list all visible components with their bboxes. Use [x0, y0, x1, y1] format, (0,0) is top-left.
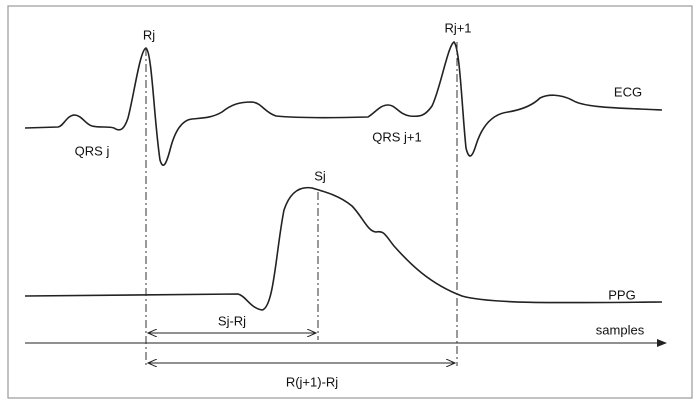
- label: QRS j: [75, 143, 110, 158]
- label: R(j+1)-Rj: [286, 374, 338, 389]
- ppg-curve: [25, 188, 662, 310]
- label: Rj: [143, 27, 155, 42]
- frame: [8, 6, 692, 398]
- ecg-curve: [25, 42, 662, 165]
- page: {"labels": {"r_j": "Rj", "r_j1": "Rj+1",…: [0, 0, 700, 408]
- label: Rj+1: [444, 20, 471, 35]
- label: ECG: [614, 84, 642, 99]
- label: Sj: [314, 168, 326, 183]
- label: QRS j+1: [372, 129, 422, 144]
- label: PPG: [608, 287, 635, 302]
- label: samples: [596, 322, 645, 337]
- diagram: Rj Rj+1 ECG QRS j QRS j+1 Sj PPG Sj-Rj s…: [0, 0, 700, 408]
- label: Sj-Rj: [218, 313, 246, 328]
